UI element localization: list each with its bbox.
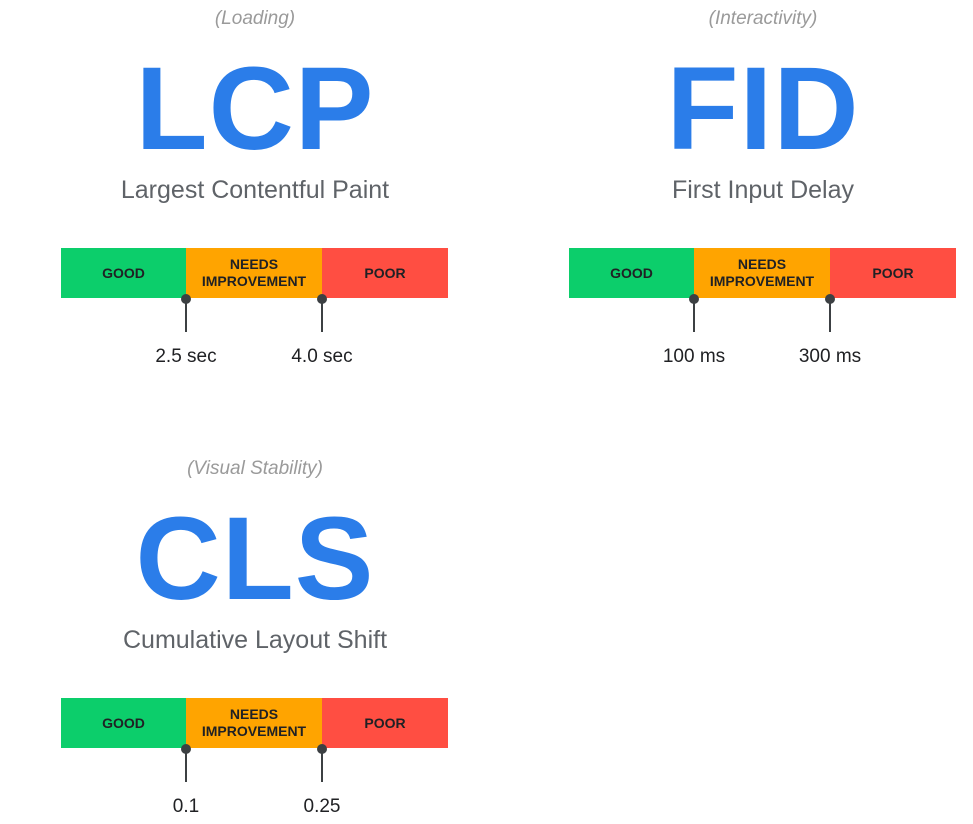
segment-needs-improvement: NEEDS IMPROVEMENT <box>694 248 830 298</box>
threshold-marker-poor <box>825 294 836 354</box>
threshold-marker-poor <box>317 744 328 804</box>
metric-full-name: Largest Contentful Paint <box>120 176 390 204</box>
threshold-marker-good <box>181 744 192 804</box>
segment-poor: POOR <box>322 698 448 748</box>
segment-poor: POOR <box>322 248 448 298</box>
metric-abbreviation: CLS <box>135 493 375 625</box>
segment-good: GOOD <box>569 248 694 298</box>
metric-full-name: First Input Delay <box>671 176 854 204</box>
threshold-marker-poor <box>317 294 328 354</box>
threshold-scale: GOOD NEEDS IMPROVEMENT POOR <box>61 698 448 748</box>
threshold-label-poor: 0.25 <box>303 796 341 817</box>
metric-abbreviation: FID <box>666 43 860 175</box>
threshold-label-poor: 4.0 sec <box>291 346 353 367</box>
threshold-label-poor: 300 ms <box>798 346 862 367</box>
threshold-label-good: 2.5 sec <box>155 346 217 367</box>
metric-category: (Loading) <box>214 8 296 29</box>
threshold-scale: GOOD NEEDS IMPROVEMENT POOR <box>569 248 956 298</box>
segment-needs-improvement: NEEDS IMPROVEMENT <box>186 698 322 748</box>
segment-good: GOOD <box>61 698 186 748</box>
segment-needs-improvement: NEEDS IMPROVEMENT <box>186 248 322 298</box>
threshold-label-good: 100 ms <box>662 346 726 367</box>
threshold-scale: GOOD NEEDS IMPROVEMENT POOR <box>61 248 448 298</box>
threshold-marker-good <box>689 294 700 354</box>
metric-abbreviation: LCP <box>135 43 375 175</box>
threshold-marker-good <box>181 294 192 354</box>
threshold-label-good: 0.1 <box>172 796 200 817</box>
metric-category: (Visual Stability) <box>187 458 323 479</box>
segment-good: GOOD <box>61 248 186 298</box>
metric-full-name: Cumulative Layout Shift <box>122 626 388 654</box>
segment-poor: POOR <box>830 248 956 298</box>
metric-category: (Interactivity) <box>708 8 818 29</box>
